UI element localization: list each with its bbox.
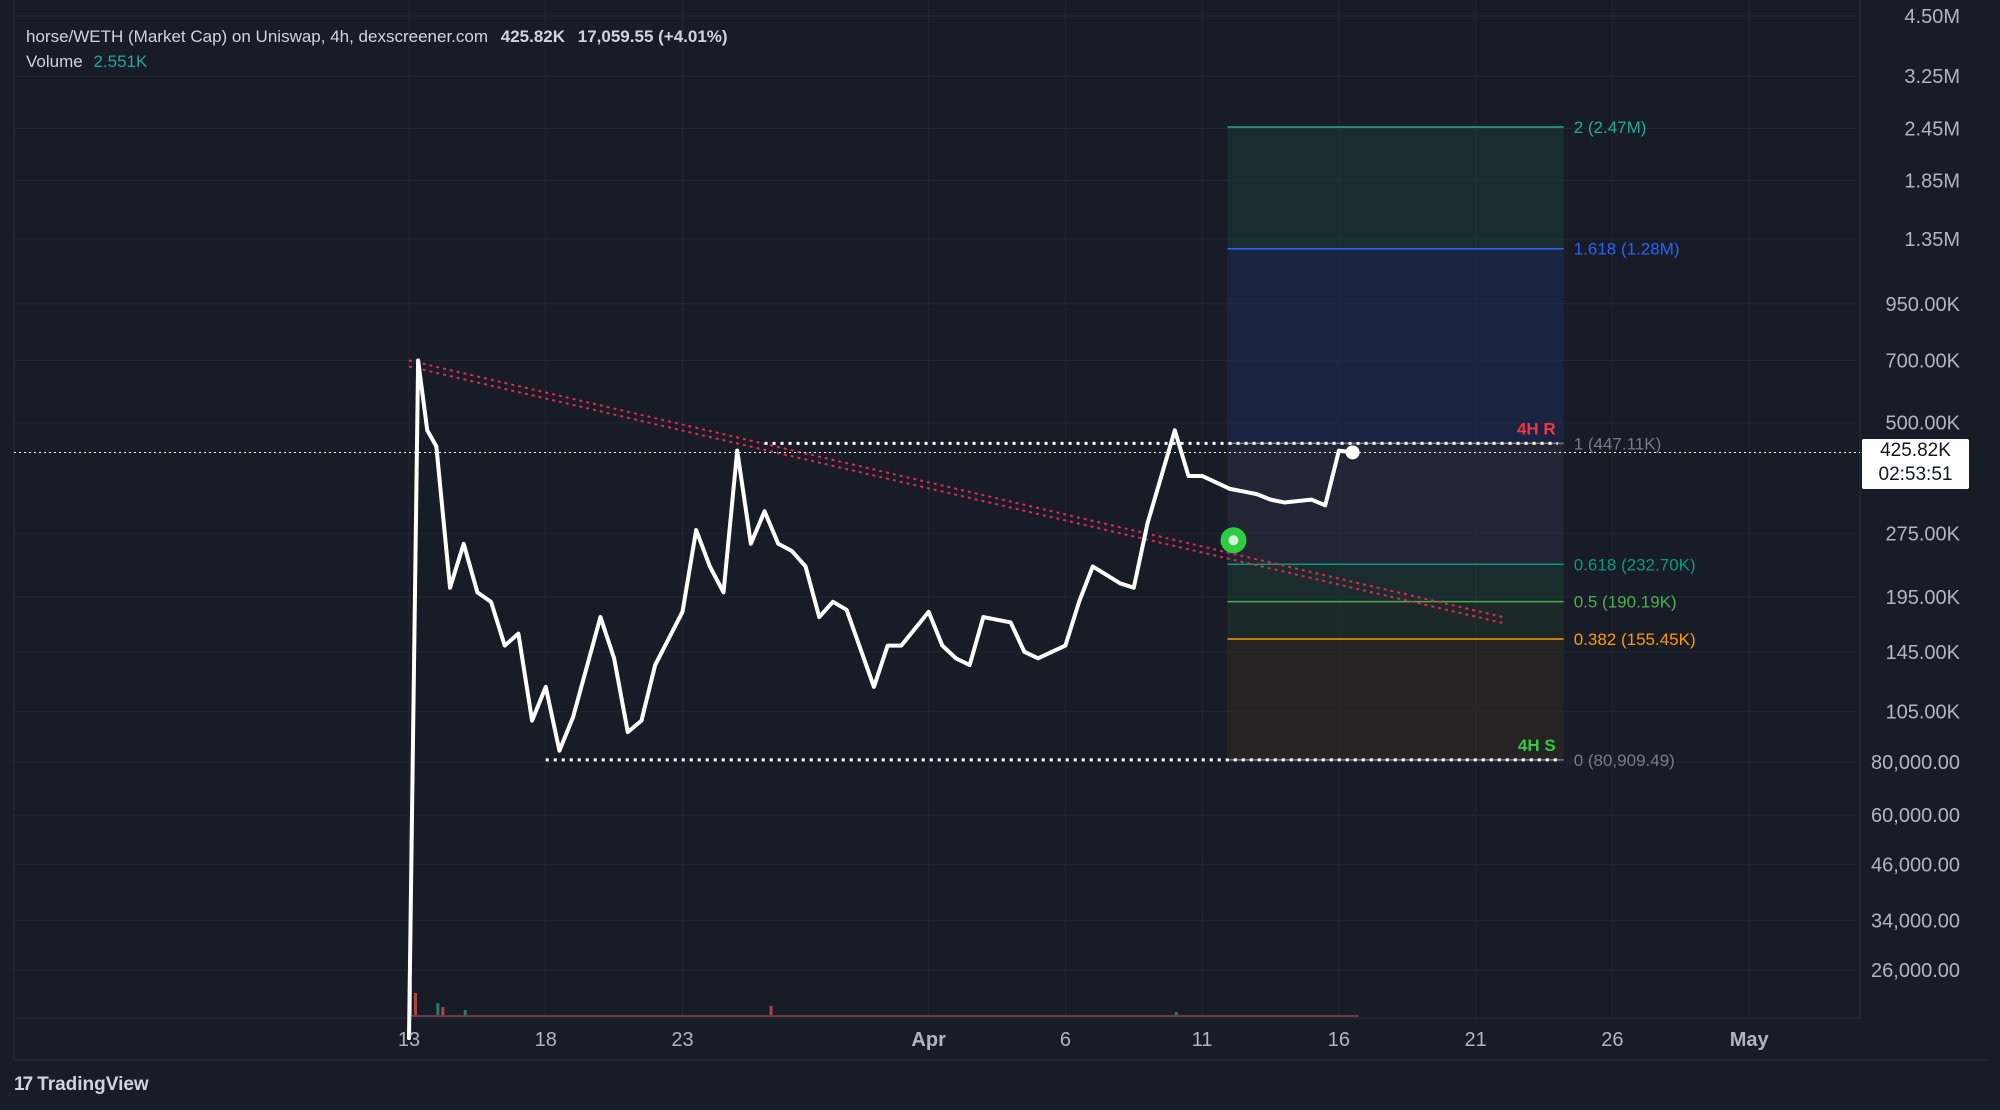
- y-tick-label: 3.25M: [1904, 66, 1960, 88]
- y-tick-label: 500.00K: [1885, 413, 1960, 435]
- descending-trendline-b: [408, 365, 1504, 625]
- fib-level-label: 0 (80,909.49): [1574, 751, 1675, 770]
- x-tick-label: 11: [1192, 1029, 1213, 1051]
- fib-level-label: 0.5 (190.19K): [1574, 593, 1677, 612]
- y-tick-label: 2.45M: [1904, 119, 1960, 141]
- fib-band: [1227, 638, 1564, 760]
- volume-bar: [436, 1003, 440, 1017]
- y-tick-label: 4.50M: [1904, 6, 1960, 28]
- market-cap-line: [407, 358, 1355, 1041]
- volume-bar: [414, 993, 417, 1017]
- y-tick-label: 275.00K: [1885, 523, 1960, 545]
- fib-band: [1227, 564, 1564, 602]
- x-tick-label: May: [1730, 1029, 1770, 1051]
- gridlines: [13, 0, 1988, 1061]
- symbol-row: horse/WETH (Market Cap) on Uniswap, 4h, …: [26, 24, 728, 49]
- volume-label: Volume: [26, 52, 83, 71]
- volume-bar: [769, 1006, 773, 1017]
- brand-name: TradingView: [37, 1074, 149, 1095]
- volume-bar: [441, 1007, 445, 1017]
- last-value: 425.82K: [500, 27, 566, 46]
- x-tick-label: 21: [1465, 1029, 1487, 1051]
- y-tick-label: 700.00K: [1885, 350, 1960, 372]
- descending-trendline-a: [408, 359, 1504, 619]
- fib-level-label: 0.382 (155.45K): [1574, 630, 1696, 649]
- symbol-title: horse/WETH (Market Cap) on Uniswap, 4h, …: [26, 27, 489, 46]
- volume-bars: [409, 983, 1359, 1017]
- current-price-tag: 425.82K 02:53:51: [1862, 439, 1969, 489]
- fib-level-label: 1.618 (1.28M): [1574, 240, 1680, 259]
- x-tick-label: 23: [671, 1029, 693, 1051]
- fib-level-label: 0.618 (232.70K): [1574, 555, 1696, 574]
- volume-row: Volume 2.551K: [26, 49, 728, 74]
- fib-extension-tool: 2 (2.47M) 1.618 (1.28M) 1 (447.11K) 0.618 (…: [1227, 118, 1696, 770]
- last-point-marker: [1345, 445, 1360, 460]
- fib-band: [1227, 127, 1564, 249]
- volume-bar: [1174, 1012, 1178, 1017]
- y-tick-label: 80,000.00: [1871, 752, 1960, 774]
- tradingview-brand[interactable]: 17 TradingView: [14, 1074, 149, 1096]
- x-tick-label: 18: [535, 1029, 557, 1051]
- x-tick-label: 6: [1060, 1029, 1071, 1051]
- y-tick-label: 60,000.00: [1871, 805, 1960, 827]
- fib-level-label: 2 (2.47M): [1574, 118, 1647, 137]
- y-tick-label: 1.85M: [1904, 171, 1960, 193]
- tradingview-logo-icon: 17: [14, 1074, 33, 1095]
- y-tick-label: 950.00K: [1885, 294, 1960, 316]
- x-tick-label: 16: [1328, 1029, 1350, 1051]
- y-tick-label: 1.35M: [1904, 229, 1960, 251]
- fib-band: [1227, 601, 1564, 639]
- time-axis: 13 18 23 Apr 6 11 16 21 26 May: [398, 1029, 1770, 1051]
- fib-band: [1227, 248, 1564, 444]
- y-tick-label: 34,000.00: [1871, 910, 1960, 932]
- x-tick-label: Apr: [911, 1029, 946, 1051]
- y-tick-label: 145.00K: [1885, 642, 1960, 664]
- y-tick-label: 195.00K: [1885, 587, 1960, 609]
- price-line: [407, 358, 1360, 1041]
- volume-value: 2.551K: [93, 52, 148, 71]
- resistance-label: 4H R: [1517, 419, 1556, 438]
- bar-countdown: 02:53:51: [1878, 464, 1953, 485]
- trendline: 4H R 4H S: [14, 359, 1860, 762]
- support-label: 4H S: [1518, 736, 1556, 755]
- volume-bar: [463, 1010, 467, 1017]
- x-tick-label: 26: [1601, 1029, 1623, 1051]
- y-tick-label: 46,000.00: [1871, 854, 1960, 876]
- entry-marker-center: [1228, 535, 1239, 546]
- y-tick-label: 105.00K: [1885, 702, 1960, 724]
- price-axis: 4.50M 3.25M 2.45M 1.85M 1.35M 950.00K 700.00K 5…: [1871, 6, 1961, 982]
- chart-header: horse/WETH (Market Cap) on Uniswap, 4h, …: [26, 24, 728, 74]
- fib-band: [1227, 443, 1564, 565]
- x-tick-label: 13: [398, 1029, 420, 1051]
- current-price-value: 425.82K: [1880, 440, 1951, 461]
- fib-level-label: 1 (447.11K): [1574, 434, 1662, 453]
- change-value: 17,059.55 (+4.01%): [577, 27, 728, 46]
- y-tick-label: 26,000.00: [1871, 960, 1960, 982]
